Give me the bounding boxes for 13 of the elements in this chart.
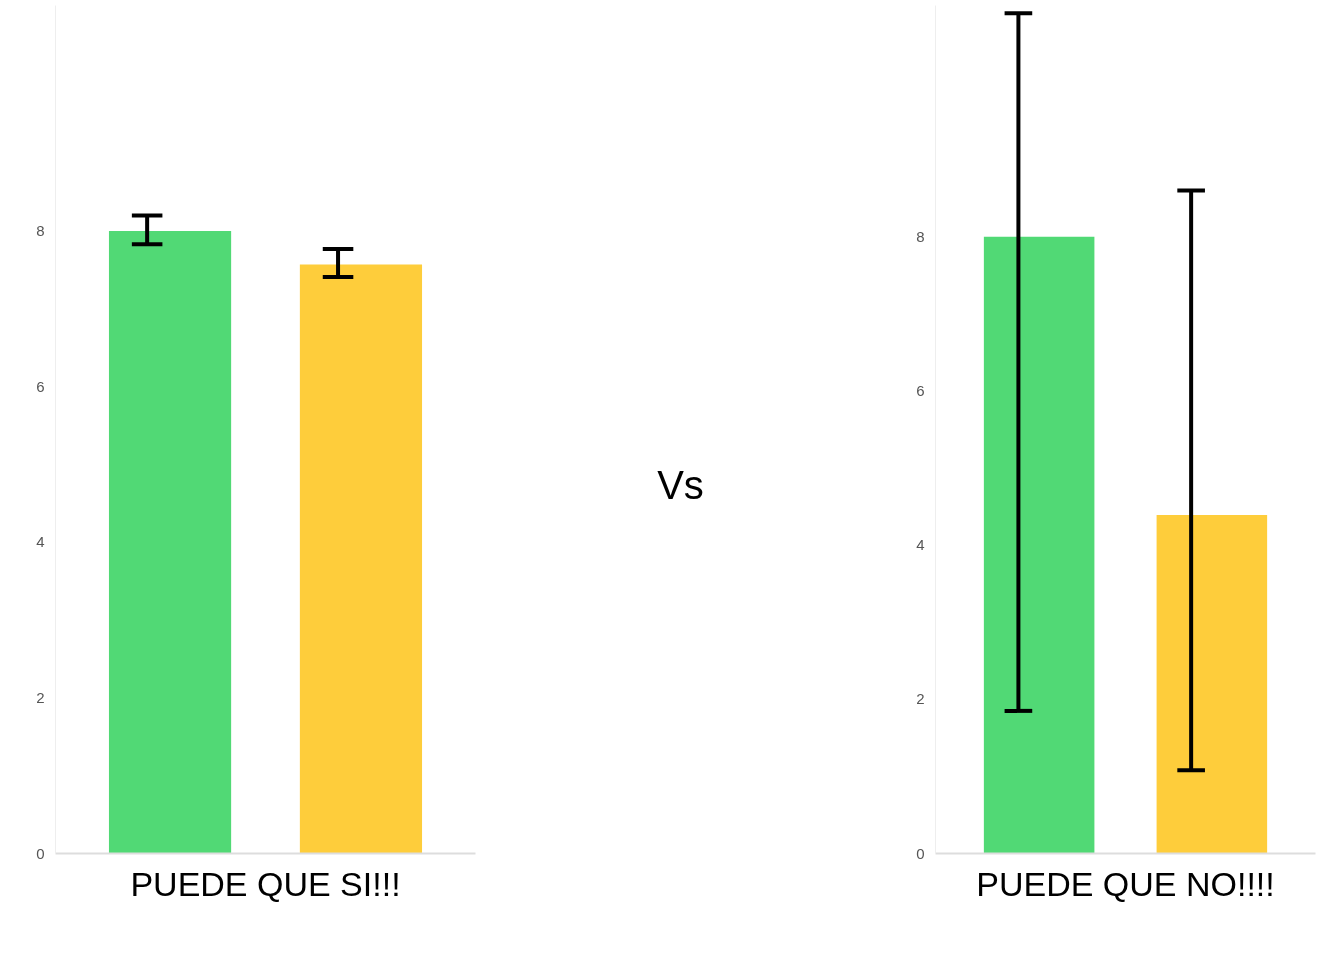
y-tick-label: 4 [36, 533, 45, 551]
y-tick-label: 2 [916, 690, 925, 708]
x-axis-title: PUEDE QUE NO!!!! [976, 864, 1275, 903]
y-tick-label: 0 [916, 844, 925, 862]
y-tick-label: 8 [36, 222, 45, 240]
y-tick-label: 2 [36, 688, 45, 706]
x-axis-title: PUEDE QUE SI!!! [130, 864, 401, 903]
y-tick-label: 6 [916, 381, 925, 399]
y-tick-label: 0 [36, 844, 45, 862]
text: Vs [657, 462, 704, 507]
y-tick-label: 6 [36, 377, 45, 395]
y-tick-label: 4 [916, 536, 925, 554]
y-tick-label: 8 [916, 227, 925, 245]
